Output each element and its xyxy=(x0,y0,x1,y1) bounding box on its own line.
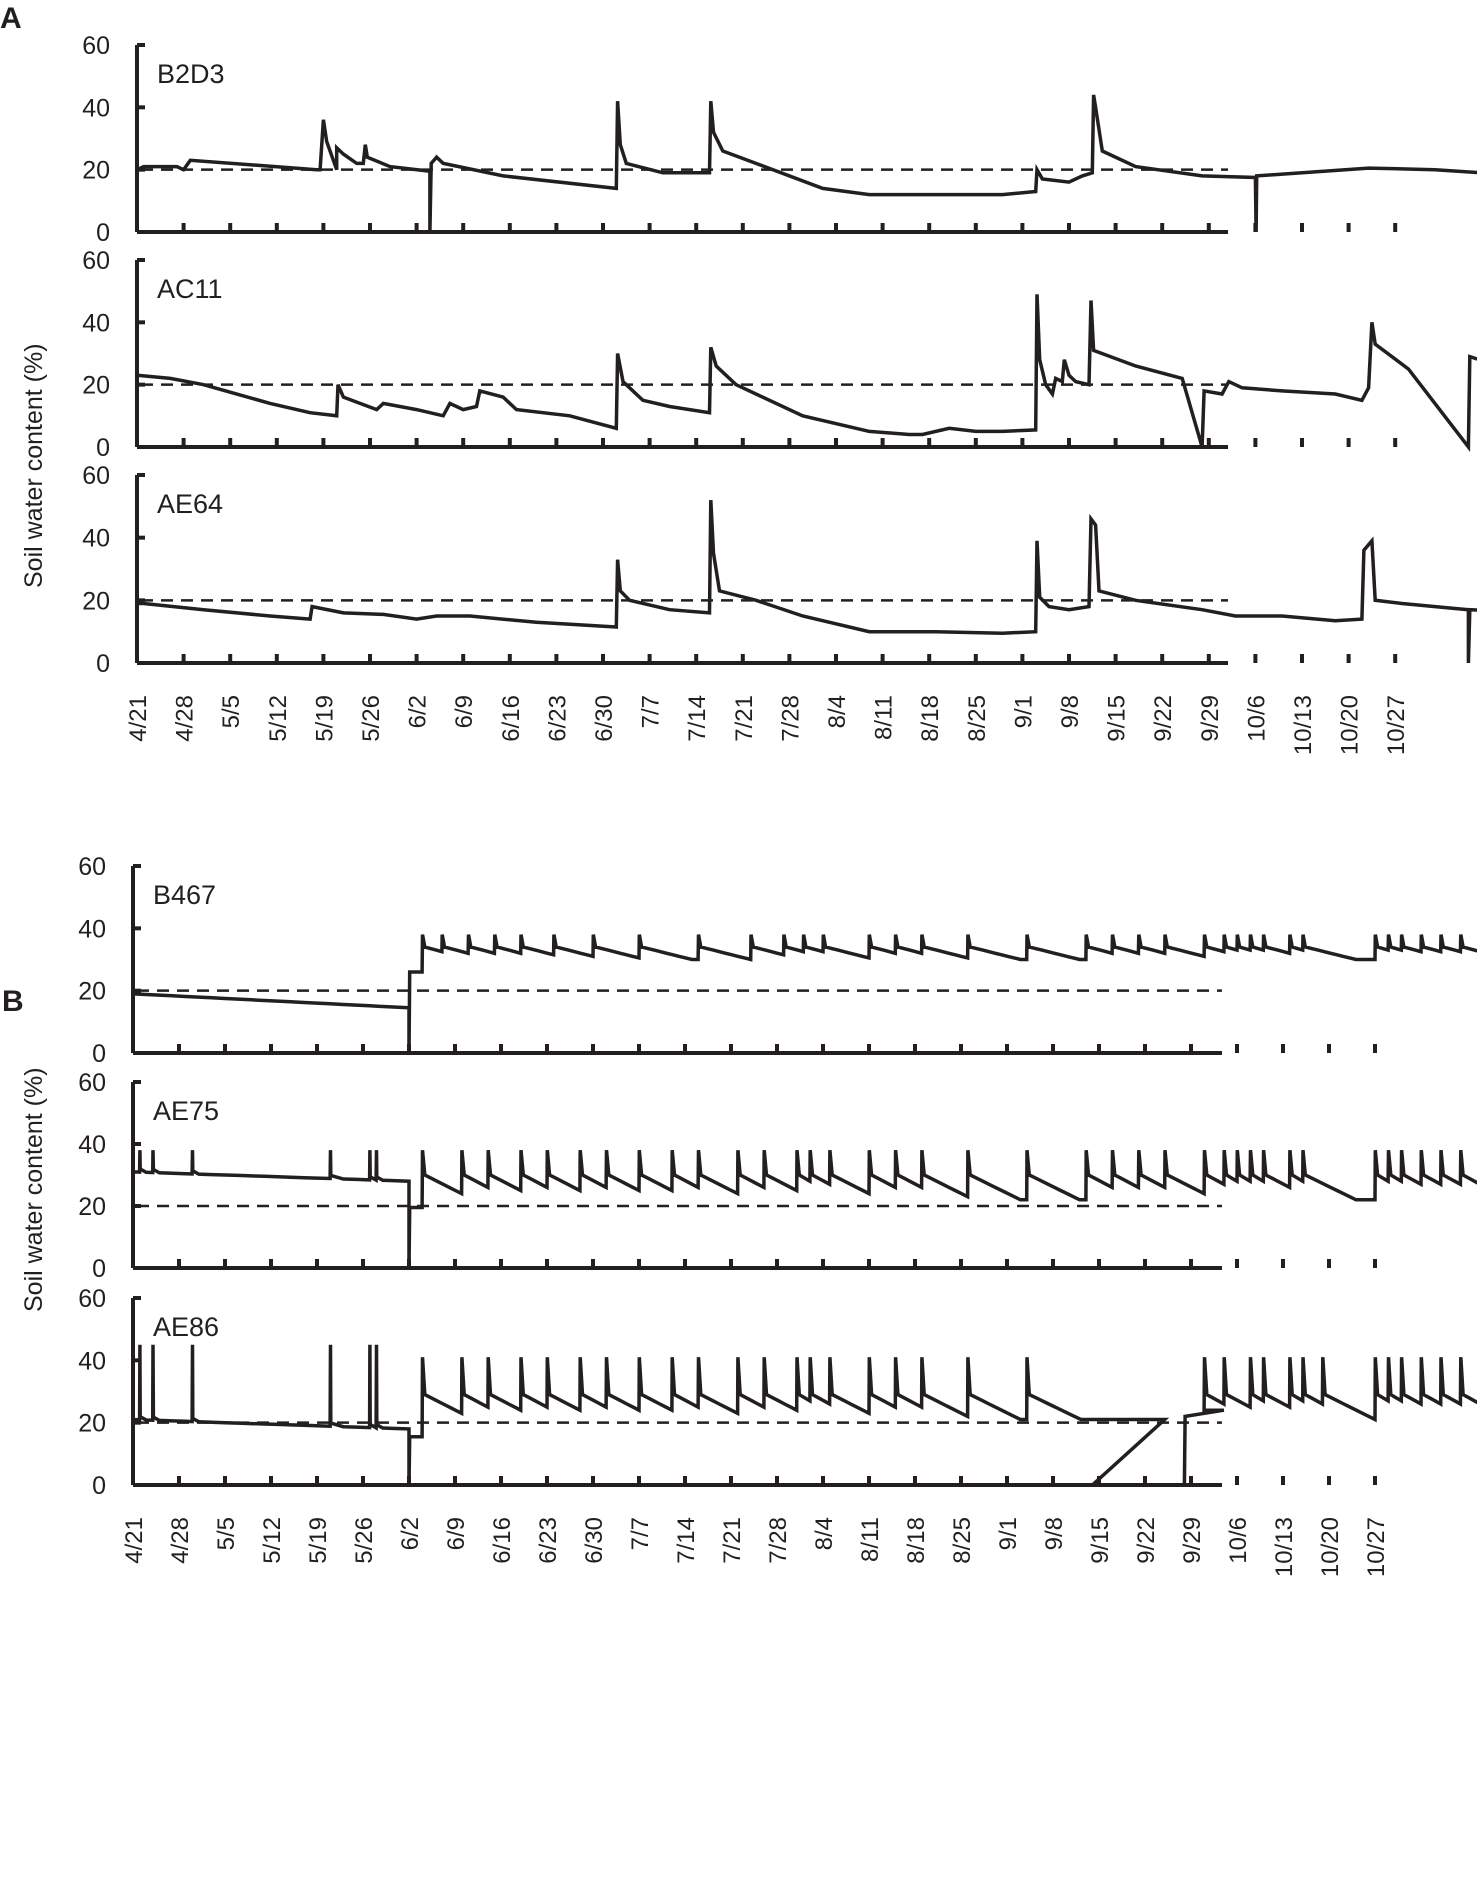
x-tick-label: 8/25 xyxy=(964,695,991,742)
series-label: AE64 xyxy=(157,489,223,519)
series-line-ae86 xyxy=(131,1344,1477,1487)
series-line-ae75 xyxy=(131,1150,1477,1269)
y-tick-label: 40 xyxy=(78,1131,106,1159)
y-tick-label: 40 xyxy=(82,309,110,337)
x-tick-label: 5/5 xyxy=(218,695,245,728)
x-tick-label: 8/18 xyxy=(903,1517,930,1564)
x-tick-label: 6/16 xyxy=(489,1517,516,1564)
series-line-ac11 xyxy=(136,294,1477,453)
x-tick-label: 6/9 xyxy=(443,1517,470,1550)
y-tick-label: 0 xyxy=(92,1255,106,1283)
x-tick-label: 9/22 xyxy=(1133,1517,1160,1564)
y-tick-label: 60 xyxy=(82,32,110,60)
x-tick-label: 9/29 xyxy=(1197,695,1224,742)
x-tick-label: 4/28 xyxy=(172,695,199,742)
x-tick-label: 8/4 xyxy=(824,695,851,728)
x-tick-label: 8/25 xyxy=(949,1517,976,1564)
x-tick-label: 6/9 xyxy=(451,695,478,728)
y-tick-label: 60 xyxy=(78,1285,106,1313)
y-tick-label: 0 xyxy=(92,1040,106,1068)
y-tick-label: 0 xyxy=(96,650,110,678)
x-tick-label: 5/5 xyxy=(213,1517,240,1550)
y-tick-label: 0 xyxy=(92,1472,106,1500)
x-tick-label: 5/19 xyxy=(305,1517,332,1564)
x-tick-label: 10/27 xyxy=(1383,695,1410,755)
x-tick-label: 9/15 xyxy=(1087,1517,1114,1564)
y-tick-label: 60 xyxy=(78,853,106,881)
series-label: B467 xyxy=(153,880,216,910)
series-label: AE86 xyxy=(153,1312,219,1342)
y-tick-label: 60 xyxy=(82,462,110,490)
x-tick-label: 9/8 xyxy=(1041,1517,1068,1550)
x-tick-label: 5/12 xyxy=(259,1517,286,1564)
x-tick-label: 8/11 xyxy=(871,695,898,740)
x-tick-label: 6/16 xyxy=(498,695,525,742)
x-tick-label: 6/30 xyxy=(591,695,618,742)
series-line-b2d3 xyxy=(136,94,1477,233)
x-tick-label: 6/30 xyxy=(581,1517,608,1564)
x-tick-label: 10/13 xyxy=(1271,1517,1298,1577)
x-tick-label: 7/14 xyxy=(673,1517,700,1564)
x-tick-label: 6/2 xyxy=(405,695,432,728)
x-tick-label: 5/19 xyxy=(311,695,338,742)
x-tick-label: 10/20 xyxy=(1337,695,1364,755)
x-tick-label: 9/1 xyxy=(995,1517,1022,1550)
x-tick-label: 10/6 xyxy=(1243,695,1270,742)
x-tick-label: 4/21 xyxy=(121,1517,148,1564)
x-tick-label: 10/6 xyxy=(1225,1517,1252,1564)
x-tick-label: 7/7 xyxy=(638,695,665,728)
x-tick-label: 10/20 xyxy=(1317,1517,1344,1577)
y-axis-label-b: Soil water content (%) xyxy=(20,1067,48,1312)
x-tick-label: 5/26 xyxy=(358,695,385,742)
y-axis-label-a: Soil water content (%) xyxy=(20,343,48,588)
panel-letter-b: B xyxy=(2,985,24,1018)
x-tick-label: 4/28 xyxy=(167,1517,194,1564)
y-tick-label: 20 xyxy=(78,978,106,1006)
panel-letter-a: A xyxy=(0,2,22,35)
y-tick-label: 0 xyxy=(96,219,110,247)
x-tick-label: 4/21 xyxy=(125,695,152,742)
x-tick-label: 10/13 xyxy=(1290,695,1317,755)
x-tick-label: 7/21 xyxy=(731,695,758,742)
y-tick-label: 40 xyxy=(82,94,110,122)
y-tick-label: 20 xyxy=(82,157,110,185)
x-tick-label: 5/12 xyxy=(265,695,292,742)
x-tick-label: 9/8 xyxy=(1057,695,1084,728)
x-tick-label: 8/18 xyxy=(917,695,944,742)
series-label: AC11 xyxy=(157,274,223,304)
x-tick-label: 6/23 xyxy=(535,1517,562,1564)
x-tick-label: 6/2 xyxy=(397,1517,424,1550)
x-tick-label: 7/14 xyxy=(684,695,711,742)
series-line-ae64 xyxy=(137,500,1477,664)
x-tick-label: 7/21 xyxy=(719,1517,746,1564)
y-tick-label: 20 xyxy=(82,587,110,615)
x-tick-label: 7/28 xyxy=(777,695,804,742)
x-tick-label: 8/11 xyxy=(857,1517,884,1562)
x-tick-label: 8/4 xyxy=(811,1517,838,1550)
y-tick-label: 20 xyxy=(82,372,110,400)
x-tick-label: 9/29 xyxy=(1179,1517,1206,1564)
y-tick-label: 40 xyxy=(78,1347,106,1375)
x-tick-label: 6/23 xyxy=(544,695,571,742)
x-tick-label: 7/7 xyxy=(627,1517,654,1550)
y-tick-label: 40 xyxy=(82,525,110,553)
y-tick-label: 60 xyxy=(78,1069,106,1097)
series-label: AE75 xyxy=(153,1096,219,1126)
x-tick-label: 9/15 xyxy=(1104,695,1131,742)
series-label: B2D3 xyxy=(157,59,225,89)
x-tick-label: 10/27 xyxy=(1363,1517,1390,1577)
y-tick-label: 40 xyxy=(78,915,106,943)
series-line-b467 xyxy=(131,934,1477,1054)
x-tick-label: 9/22 xyxy=(1150,695,1177,742)
x-tick-label: 5/26 xyxy=(351,1517,378,1564)
y-tick-label: 60 xyxy=(82,247,110,275)
y-tick-label: 20 xyxy=(78,1410,106,1438)
x-tick-label: 9/1 xyxy=(1010,695,1037,728)
y-tick-label: 0 xyxy=(96,434,110,462)
x-tick-label: 7/28 xyxy=(765,1517,792,1564)
y-tick-label: 20 xyxy=(78,1193,106,1221)
